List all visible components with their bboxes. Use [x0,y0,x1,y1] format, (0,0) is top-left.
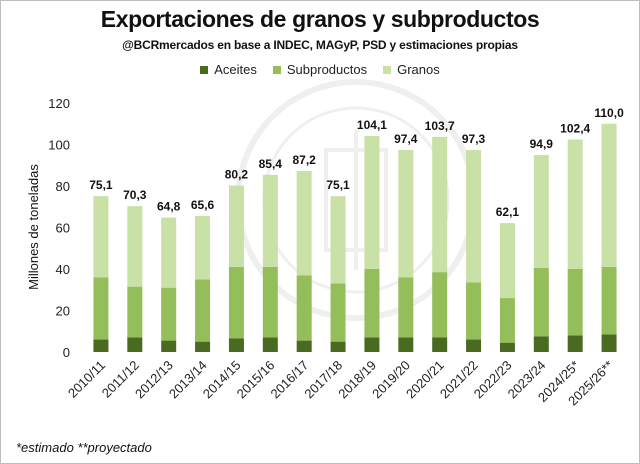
bar-segment-subproductos [228,266,244,339]
total-label: 70,3 [123,188,147,202]
y-tick-label: 40 [56,262,70,277]
y-tick-label: 0 [63,345,70,360]
bar-segment-aceites [262,337,278,352]
chart-legend: Aceites Subproductos Granos [0,62,640,77]
bar-segment-aceites [567,335,583,352]
bar-segment-granos [432,136,448,273]
bar-segment-aceites [127,337,143,352]
total-label: 87,2 [293,153,317,167]
total-labels: 75,1 70,3 64,8 65,6 80,2 85,4 87,2 75,1 104,1 97,… [89,106,624,219]
bar-segment-aceites [195,341,211,352]
chart-subtitle: @BCRmercados en base a INDEC, MAGyP, PSD… [122,38,518,52]
legend-item-aceites: Aceites [200,62,257,77]
total-label: 64,8 [157,200,181,214]
bar-segment-subproductos [262,266,278,338]
bar-segment-granos [330,196,346,284]
y-axis-label: Millones de toneladas [26,164,41,290]
bar-segment-subproductos [601,266,617,335]
bar-segment-aceites [364,337,380,352]
chart-title: Exportaciones de granos y subproductos [100,6,540,32]
bar-segment-subproductos [364,269,380,338]
bar-segment-subproductos [195,279,211,342]
bar-segment-subproductos [432,272,448,338]
bar-segment-granos [398,149,414,278]
bar-segment-aceites [296,340,312,352]
legend-label-aceites: Aceites [214,62,257,77]
bar-segment-subproductos [466,282,482,340]
legend-label-granos: Granos [397,62,440,77]
bar-segment-granos [466,150,482,283]
bar-segment-aceites [228,338,244,352]
legend-swatch-subproductos [272,65,281,74]
total-label: 75,1 [326,178,350,192]
bar-segment-subproductos [127,286,143,338]
bar-segment-subproductos [499,298,515,343]
bar-segment-granos [364,135,380,269]
total-label: 62,1 [496,205,520,219]
y-tick-label: 60 [56,221,70,236]
bar-segment-subproductos [330,283,346,342]
y-tick-label: 80 [56,179,70,194]
bar-segment-aceites [466,339,482,352]
bar-segment-aceites [499,342,515,352]
total-label: 104,1 [357,118,387,132]
legend-item-granos: Granos [383,62,440,77]
bar-segment-granos [533,155,549,268]
y-axis-label-group: Millones de toneladas [26,164,41,290]
total-label: 85,4 [259,157,283,171]
total-label: 110,0 [594,106,624,120]
bar-segment-aceites [432,337,448,352]
legend-swatch-aceites [200,65,209,74]
total-label: 103,7 [425,119,455,133]
legend-swatch-granos [383,65,392,74]
total-label: 75,1 [89,178,113,192]
bar-segment-aceites [601,334,617,352]
bar-segment-granos [499,223,515,299]
bar-segment-aceites [398,337,414,352]
bar-segment-aceites [330,341,346,352]
total-label: 97,4 [394,132,418,146]
total-label: 65,6 [191,198,215,212]
bar-segment-granos [262,174,278,267]
total-label: 80,2 [225,168,249,182]
bar-segment-granos [228,185,244,267]
bar-segment-subproductos [161,287,177,341]
bar-segment-subproductos [296,275,312,341]
bar-segment-subproductos [533,267,549,337]
bar-segment-subproductos [398,277,414,338]
bar-segment-granos [127,206,143,287]
legend-label-subproductos: Subproductos [286,62,368,77]
bar-segment-granos [601,123,617,267]
total-label: 102,4 [560,122,590,136]
bar-segment-granos [296,171,312,276]
y-tick-label: 100 [48,138,70,153]
bar-segment-granos [93,196,109,278]
y-axis-ticks: 0 20 40 60 80 100 120 [48,96,70,360]
bar-segment-aceites [161,340,177,352]
total-label: 97,3 [462,132,486,146]
bar-segment-subproductos [93,277,109,340]
bar-segment-aceites [533,336,549,352]
bar-segment-granos [161,217,177,288]
footnote: *estimado **proyectado [16,440,152,455]
bar-segment-granos [567,139,583,269]
y-tick-label: 120 [48,96,70,111]
total-label: 94,9 [530,137,554,151]
bar-segment-granos [195,215,211,280]
bar-segment-aceites [93,339,109,352]
legend-item-subproductos: Subproductos [272,62,368,77]
y-tick-label: 20 [56,304,70,319]
x-axis-ticks: 2010/112011/122012/132013/142014/152015/… [65,358,616,409]
bars [93,123,617,352]
bar-segment-subproductos [567,269,583,336]
